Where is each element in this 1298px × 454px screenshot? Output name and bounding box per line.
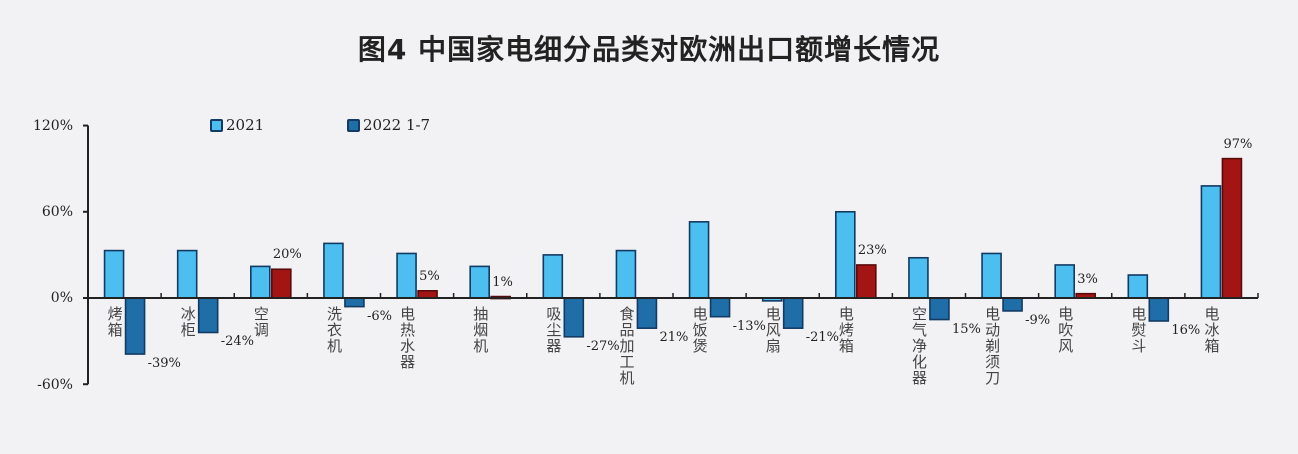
y-tick-neg60: -60% xyxy=(37,377,73,393)
data-label: 16% xyxy=(1171,322,1201,338)
bar-2022 xyxy=(271,268,292,299)
bar-2021 xyxy=(103,249,125,299)
bar-2022 xyxy=(929,297,950,321)
data-label: -24% xyxy=(220,334,254,350)
data-label: -9% xyxy=(1025,312,1051,328)
data-label: 23% xyxy=(857,242,887,258)
category-label: 电饭煲 xyxy=(690,306,709,354)
data-label: -39% xyxy=(147,356,181,372)
bar-2021 xyxy=(396,252,417,299)
bar-2022 xyxy=(197,297,219,334)
data-label: 20% xyxy=(272,247,302,263)
category-label: 烤箱 xyxy=(105,306,124,338)
bar-2021 xyxy=(1054,264,1075,299)
bar-2022 xyxy=(1148,297,1170,322)
legend-label-2022: 2022 1-7 xyxy=(363,116,431,134)
bar-2021 xyxy=(908,256,929,299)
bar-2021 xyxy=(835,210,856,299)
chart-title: 图4 中国家电细分品类对欧洲出口额增长情况 xyxy=(357,33,941,66)
data-label: 5% xyxy=(419,268,440,284)
category-label: 电烤箱 xyxy=(836,306,855,354)
data-label: -21% xyxy=(805,330,839,346)
bar-2022 xyxy=(709,297,731,318)
data-label: 15% xyxy=(951,321,981,337)
data-label: -27% xyxy=(586,338,620,354)
bar-2022 xyxy=(856,264,877,299)
data-label: 3% xyxy=(1077,271,1098,287)
bar-2021 xyxy=(688,221,710,299)
category-label: 吸尘器 xyxy=(544,306,563,354)
bar-2021 xyxy=(542,254,564,299)
y-tick-0: 0% xyxy=(50,290,73,306)
bar-2021 xyxy=(469,265,490,299)
legend-swatch-2022 xyxy=(347,118,360,132)
data-label: 21% xyxy=(659,330,689,346)
category-label: 空调 xyxy=(251,306,270,338)
category-label: 洗衣机 xyxy=(324,306,343,354)
bar-2021 xyxy=(1200,185,1222,299)
category-label: 抽烟机 xyxy=(471,306,490,354)
category-label: 食品加工机 xyxy=(617,306,636,386)
category-label: 电风扇 xyxy=(763,306,782,354)
category-label: 电热水器 xyxy=(398,306,417,370)
data-label: 1% xyxy=(492,274,513,290)
y-tick-120: 120% xyxy=(32,118,73,134)
bar-2022 xyxy=(1221,157,1243,299)
legend-label-2021: 2021 xyxy=(226,116,265,134)
bar-2022 xyxy=(782,297,804,329)
bar-2021 xyxy=(1127,274,1149,299)
data-label: -13% xyxy=(732,318,766,334)
category-label: 电冰箱 xyxy=(1202,306,1221,354)
legend-item-2021: 2021 xyxy=(210,116,264,134)
category-label: 电吹风 xyxy=(1056,306,1075,354)
bar-2021 xyxy=(250,265,271,299)
data-label: -6% xyxy=(366,308,392,324)
category-label: 冰柜 xyxy=(178,306,197,338)
bar-2022 xyxy=(417,290,438,299)
y-tick-60: 60% xyxy=(41,204,73,220)
bar-2022 xyxy=(1002,297,1023,312)
bar-2021 xyxy=(323,242,344,299)
category-label: 空气净化器 xyxy=(909,306,928,386)
legend-item-2022: 2022 1-7 xyxy=(347,116,430,134)
bar-2021 xyxy=(176,249,198,299)
bar-2022 xyxy=(563,297,585,338)
bar-2021 xyxy=(615,249,637,299)
data-label: 97% xyxy=(1223,136,1253,152)
bar-2022 xyxy=(344,297,365,308)
bar-2021 xyxy=(981,252,1002,299)
category-label: 电熨斗 xyxy=(1129,306,1148,354)
bar-2022 xyxy=(124,297,146,355)
legend-swatch-2021 xyxy=(210,118,223,132)
category-label: 电动剃须刀 xyxy=(983,306,1002,386)
bar-2022 xyxy=(636,297,658,329)
